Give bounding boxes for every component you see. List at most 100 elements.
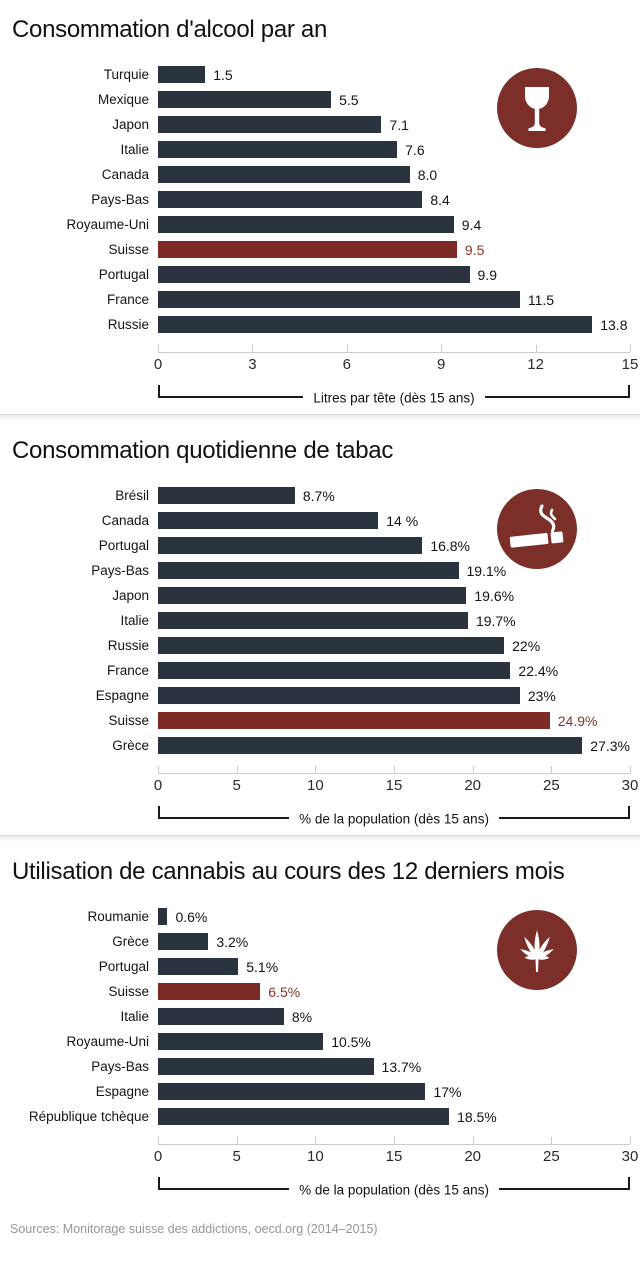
chart-row: Italie 7.6	[10, 141, 630, 158]
bracket-line-right	[484, 385, 630, 398]
axis-tick-labels: 0 5 10 15 20 25 30	[154, 777, 639, 797]
axis-tick	[551, 766, 553, 773]
x-axis-alcohol: 0 3 6 9 12 15 Litres par tête (dès 15 ans)	[154, 345, 639, 406]
category-label: Italie	[120, 613, 149, 628]
value-label: 1.5	[213, 66, 233, 83]
chart-row: Espagne 23%	[10, 687, 630, 704]
axis-tick-labels: 0 5 10 15 20 25 30	[154, 1148, 639, 1168]
value-label: 27.3%	[590, 737, 630, 754]
value-label: 5.1%	[246, 958, 279, 975]
axis-tick	[315, 766, 317, 773]
bar	[158, 662, 511, 679]
chart-row: Royaume-Uni 9.4	[10, 216, 630, 233]
bar	[158, 166, 410, 183]
axis-tick-label: 0	[153, 1148, 163, 1165]
value-label: 10.5%	[331, 1033, 371, 1050]
bar-track: 22.4%	[158, 662, 630, 679]
chart-row: Portugal 5.1%	[10, 958, 630, 975]
axis-tick-label: 30	[621, 777, 639, 794]
x-axis-label: % de la population (dès 15 ans)	[299, 1182, 489, 1198]
axis-tick	[394, 766, 395, 773]
category-label: Roumanie	[87, 909, 149, 924]
bar	[158, 1083, 426, 1100]
section-divider	[0, 414, 640, 421]
bar	[158, 1058, 374, 1075]
bar	[158, 116, 382, 133]
category-label: Royaume-Uni	[66, 1034, 149, 1049]
chart-row: France 11.5	[10, 291, 630, 308]
axis-tick	[630, 766, 631, 773]
bar-track: 13.7%	[158, 1058, 630, 1075]
category-label: Russie	[107, 638, 149, 653]
bar-track: 11.5	[158, 291, 630, 308]
bar	[158, 637, 505, 654]
axis-line	[158, 345, 631, 353]
bar-rows-cannabis: Roumanie 0.6% Grèce 3.2% Portugal 5.1% Suisse 6…	[10, 908, 630, 1125]
bar	[158, 191, 423, 208]
bar	[158, 141, 398, 158]
value-label: 5.5	[339, 91, 359, 108]
chart-row: Canada 14 %	[10, 512, 630, 529]
axis-line	[158, 766, 631, 774]
axis-tick	[394, 1137, 395, 1144]
axis-tick	[441, 345, 443, 352]
axis-tick	[315, 1137, 317, 1144]
chart-section-cannabis: Utilisation de cannabis au cours des 12 …	[0, 842, 640, 1206]
category-label: Grèce	[112, 738, 149, 753]
bracket-line-left	[158, 806, 290, 819]
chart-row: Suisse 24.9%	[10, 712, 630, 729]
chart-title-cannabis: Utilisation de cannabis au cours des 12 …	[12, 858, 565, 885]
category-label: Grèce	[112, 934, 149, 949]
value-label: 23%	[527, 687, 556, 704]
bar	[158, 933, 209, 950]
bar-track: 1.5	[158, 66, 630, 83]
axis-tick-label: 20	[464, 1148, 481, 1165]
chart-row: Italie 8%	[10, 1008, 630, 1025]
axis-tick	[630, 345, 631, 352]
bar	[158, 737, 583, 754]
value-label: 11.5	[527, 291, 555, 308]
category-label: Russie	[107, 317, 149, 332]
chart-row: France 22.4%	[10, 662, 630, 679]
category-label: France	[106, 663, 149, 678]
chart-row: Roumanie 0.6%	[10, 908, 630, 925]
category-label: Espagne	[95, 1084, 149, 1099]
sources-footer: Sources: Monitorage suisse des addiction…	[0, 1206, 640, 1250]
bar	[158, 512, 379, 529]
value-label: 17%	[433, 1083, 462, 1100]
bar-track: 8.0	[158, 166, 630, 183]
category-label: Pays-Bas	[91, 563, 149, 578]
axis-tick	[236, 1137, 238, 1144]
axis-label-bracket: % de la population (dès 15 ans)	[158, 1177, 631, 1198]
axis-tick-label: 9	[437, 356, 446, 373]
bar-rows-tobacco: Brésil 8.7% Canada 14 % Portugal 16.8% Pays-Ba…	[10, 487, 630, 754]
value-label: 13.8	[600, 316, 628, 333]
bar-highlighted	[158, 712, 550, 729]
bar-track: 19.6%	[158, 587, 630, 604]
value-label: 7.1	[389, 116, 409, 133]
axis-tick	[158, 1137, 159, 1144]
axis-tick-labels: 0 3 6 9 12 15	[154, 356, 639, 376]
chart-row: Suisse 9.5	[10, 241, 630, 258]
bar	[158, 587, 467, 604]
bar-track: 9.4	[158, 216, 630, 233]
value-label: 7.6	[405, 141, 425, 158]
bracket-line-left	[158, 1177, 290, 1190]
category-label: Espagne	[95, 688, 149, 703]
bar-track: 23%	[158, 687, 630, 704]
value-label: 16.8%	[430, 537, 471, 554]
category-label: Pays-Bas	[91, 1059, 149, 1074]
chart-row: Japon 7.1	[10, 116, 630, 133]
category-label: République tchèque	[28, 1109, 149, 1124]
category-label: Suisse	[108, 242, 149, 257]
bar-track: 7.1	[158, 116, 630, 133]
bar-track: 19.1%	[158, 562, 630, 579]
value-label: 19.7%	[475, 612, 516, 629]
chart-row: Pays-Bas 19.1%	[10, 562, 630, 579]
bar-track: 5.1%	[158, 958, 630, 975]
bar	[158, 562, 459, 579]
bar-track: 8%	[158, 1008, 630, 1025]
chart-row: Japon 19.6%	[10, 587, 630, 604]
axis-tick	[158, 766, 159, 773]
axis-tick-label: 0	[153, 356, 163, 373]
